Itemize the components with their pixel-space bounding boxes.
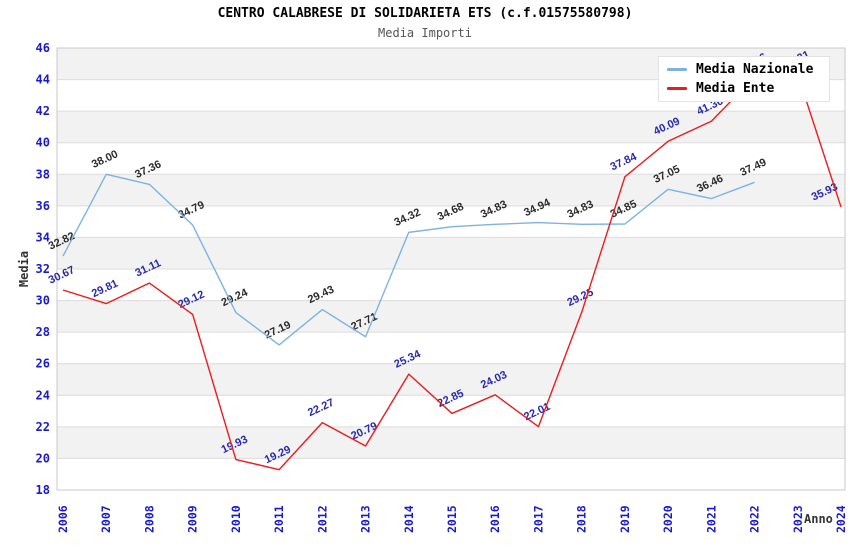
y-tick-label: 44 [36,73,50,87]
media-nazionale-line-swatch-icon [667,68,687,71]
x-tick-label: 2011 [272,505,286,533]
x-tick-label: 2007 [99,505,113,533]
series-line-media-nazionale [62,173,755,346]
x-tick-label: 2019 [618,505,632,533]
y-tick-label: 40 [36,136,50,150]
data-label: 22.27 [306,397,336,420]
y-tick-label: 32 [36,262,50,276]
x-tick-label: 2008 [142,505,156,533]
data-label: 38.00 [90,148,120,171]
data-label: 37.84 [609,150,640,173]
legend-item-media-ente: Media Ente [667,79,821,98]
x-tick-label: 2021 [704,505,718,533]
y-tick-label: 18 [36,483,50,497]
x-tick-label: 2022 [748,505,762,533]
y-tick-label: 34 [36,230,50,244]
y-tick-label: 22 [36,420,50,434]
x-axis-title: Anno [804,512,833,526]
grid-band [57,426,845,459]
x-tick-label: 2016 [488,505,502,533]
chart-subtitle: Media Importi [378,26,472,40]
x-tick-label: 2020 [661,505,675,533]
y-tick-label: 28 [36,325,50,339]
x-tick-label: 2009 [186,505,200,533]
x-tick-label: 2024 [834,505,848,533]
y-tick-label: 38 [36,167,50,181]
y-tick-label: 26 [36,357,50,371]
y-tick-label: 46 [36,41,50,55]
grid-band [57,111,845,143]
y-tick-label: 42 [36,104,50,118]
x-tick-label: 2006 [56,505,70,533]
grid-band [57,237,845,269]
legend-label: Media Ente [696,81,775,96]
grid-band [57,174,845,206]
x-tick-label: 2018 [575,505,589,533]
y-tick-label: 20 [36,451,50,465]
y-tick-label: 30 [36,294,50,308]
y-axis-title: Media [17,251,31,287]
grid-band [57,300,845,333]
series-line-media-ente [62,73,842,471]
y-tick-label: 24 [36,388,50,402]
y-tick-label: 36 [36,199,50,213]
x-tick-label: 2023 [791,505,805,533]
x-tick-label: 2012 [315,505,329,533]
x-tick-label: 2017 [531,505,545,533]
plot-border [56,47,846,491]
x-tick-label: 2013 [359,505,373,533]
media-ente-line-swatch-icon [667,87,687,90]
chart-title: CENTRO CALABRESE DI SOLIDARIETA ETS (c.f… [217,6,633,21]
x-tick-label: 2015 [445,505,459,533]
legend-item-media-nazionale: Media Nazionale [667,60,821,79]
x-tick-label: 2014 [402,505,416,533]
x-tick-label: 2010 [229,505,243,533]
chart-legend: Media Nazionale Media Ente [658,56,830,102]
legend-label: Media Nazionale [696,62,814,77]
grid-band [57,363,845,396]
data-label: 34.32 [392,206,422,229]
data-label: 29.81 [90,278,120,301]
